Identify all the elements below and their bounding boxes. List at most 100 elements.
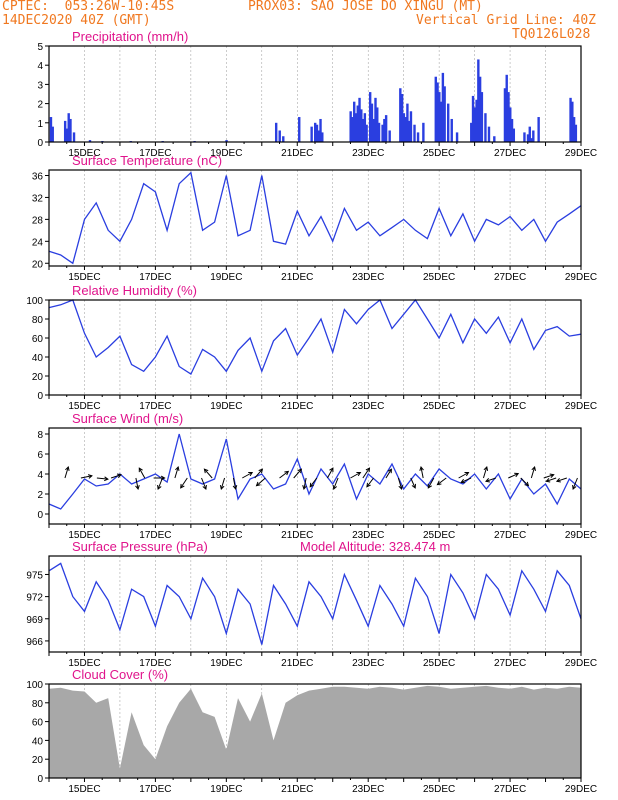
y-tick-label: 24 (32, 237, 44, 248)
y-tick-label: 0 (37, 510, 43, 521)
wind-arrow (204, 468, 213, 479)
wind-arrow-head (329, 467, 334, 473)
panel-3 (45, 427, 582, 528)
wind-arrow (572, 477, 578, 490)
wind-arrow (458, 472, 469, 479)
precip-bar (384, 115, 388, 142)
wind-arrow-head (531, 466, 536, 472)
precip-bar (473, 107, 476, 142)
precip-bar (310, 126, 313, 142)
precip-bar (503, 88, 507, 142)
wind-arrow (350, 472, 361, 479)
x-tick-label: 21DEC (281, 272, 313, 283)
precip-bar (361, 118, 365, 142)
precip-bar (413, 124, 416, 142)
y-tick-label: 4 (37, 470, 43, 481)
wind-arrow-head (175, 465, 180, 472)
precip-bar (569, 97, 572, 142)
x-tick-label: 17DEC (139, 148, 171, 159)
x-tick-label: 27DEC (494, 658, 526, 669)
x-tick-label: 17DEC (139, 784, 171, 795)
panel-frame (48, 427, 582, 525)
y-tick-label: 60 (32, 718, 44, 729)
precip-bar (51, 126, 54, 142)
wind-arrow (482, 466, 488, 479)
header-grid-line: Vertical Grid Line: 40Z (416, 13, 597, 28)
wind-arrow-head (365, 467, 371, 473)
precip-bar (351, 117, 354, 142)
panel-frame (48, 169, 582, 267)
precip-bar (475, 99, 478, 142)
precip-bar (319, 118, 322, 142)
x-tick-label: 27DEC (494, 530, 526, 541)
wind-arrow (385, 468, 392, 479)
wind-arrow (303, 477, 307, 490)
precip-bar (349, 111, 352, 142)
y-tick-label: 32 (32, 193, 44, 204)
wind-arrow (256, 477, 266, 487)
x-tick-label: 25DEC (423, 401, 455, 412)
wind-arrow-head (460, 478, 466, 484)
x-tick-label: 27DEC (494, 401, 526, 412)
x-tick-label: 23DEC (352, 530, 384, 541)
precip-bar (406, 103, 409, 142)
precip-bar (388, 130, 391, 142)
wind-arrow-head (248, 472, 254, 477)
wind-arrow-head (411, 483, 416, 489)
wind-arrow (96, 477, 108, 480)
wind-arrow-head (284, 470, 290, 476)
precip-bar (422, 122, 425, 142)
y-tick-label: 969 (26, 615, 43, 626)
y-tick-label: 0 (37, 138, 43, 149)
precip-bar (376, 107, 379, 142)
wind-arrow (530, 466, 536, 479)
wind-arrow-head (387, 468, 392, 474)
y-tick-label: 972 (26, 593, 43, 604)
header-coords: CPTEC: 053:26W-10:45S (2, 0, 175, 14)
y-tick-label: 0 (37, 774, 43, 785)
precip-bar (72, 132, 76, 142)
wind-arrow-head (366, 482, 371, 488)
precip-bar (510, 118, 514, 142)
panel-title: Surface Wind (m/s) (72, 411, 183, 426)
precip-bar (571, 101, 574, 142)
wind-arrow-head (258, 468, 264, 474)
wind-arrow-head (138, 467, 143, 473)
wind-arrow-head (116, 473, 123, 478)
wind-arrow-head (524, 481, 530, 487)
precip-bar (441, 72, 445, 142)
wind-arrow-head (309, 482, 315, 488)
precip-bar (574, 124, 578, 142)
precip-bar (370, 103, 374, 142)
precip-bar (409, 111, 413, 142)
wind-arrow-head (427, 483, 432, 489)
precip-bar (532, 130, 535, 142)
panel-frame (48, 555, 582, 653)
precip-bar (480, 92, 484, 142)
wind-arrow-head (356, 472, 362, 477)
y-tick-label: 40 (32, 736, 44, 747)
wind-arrow-head (555, 478, 561, 483)
x-tick-label: 17DEC (139, 530, 171, 541)
precip-bar (434, 76, 437, 142)
wind-arrow (410, 477, 416, 489)
x-tick-label: 23DEC (352, 401, 384, 412)
wind-arrow-head (219, 484, 225, 490)
precip-bar (65, 128, 69, 142)
x-tick-label: 21DEC (281, 784, 313, 795)
wind-arrow-head (65, 466, 70, 472)
x-tick-label: 29DEC (565, 272, 597, 283)
precip-bar (470, 122, 473, 142)
precip-bar (493, 136, 496, 142)
y-tick-label: 80 (32, 315, 44, 326)
wind-arrow (220, 477, 226, 490)
precip-bar (399, 88, 402, 142)
series-line (48, 562, 582, 645)
x-tick-label: 29DEC (565, 530, 597, 541)
y-tick-label: 6 (37, 450, 43, 461)
wind-arrow (254, 468, 263, 479)
x-tick-label: 27DEC (494, 784, 526, 795)
wind-arrow (485, 477, 497, 482)
y-tick-label: 0 (37, 391, 43, 402)
